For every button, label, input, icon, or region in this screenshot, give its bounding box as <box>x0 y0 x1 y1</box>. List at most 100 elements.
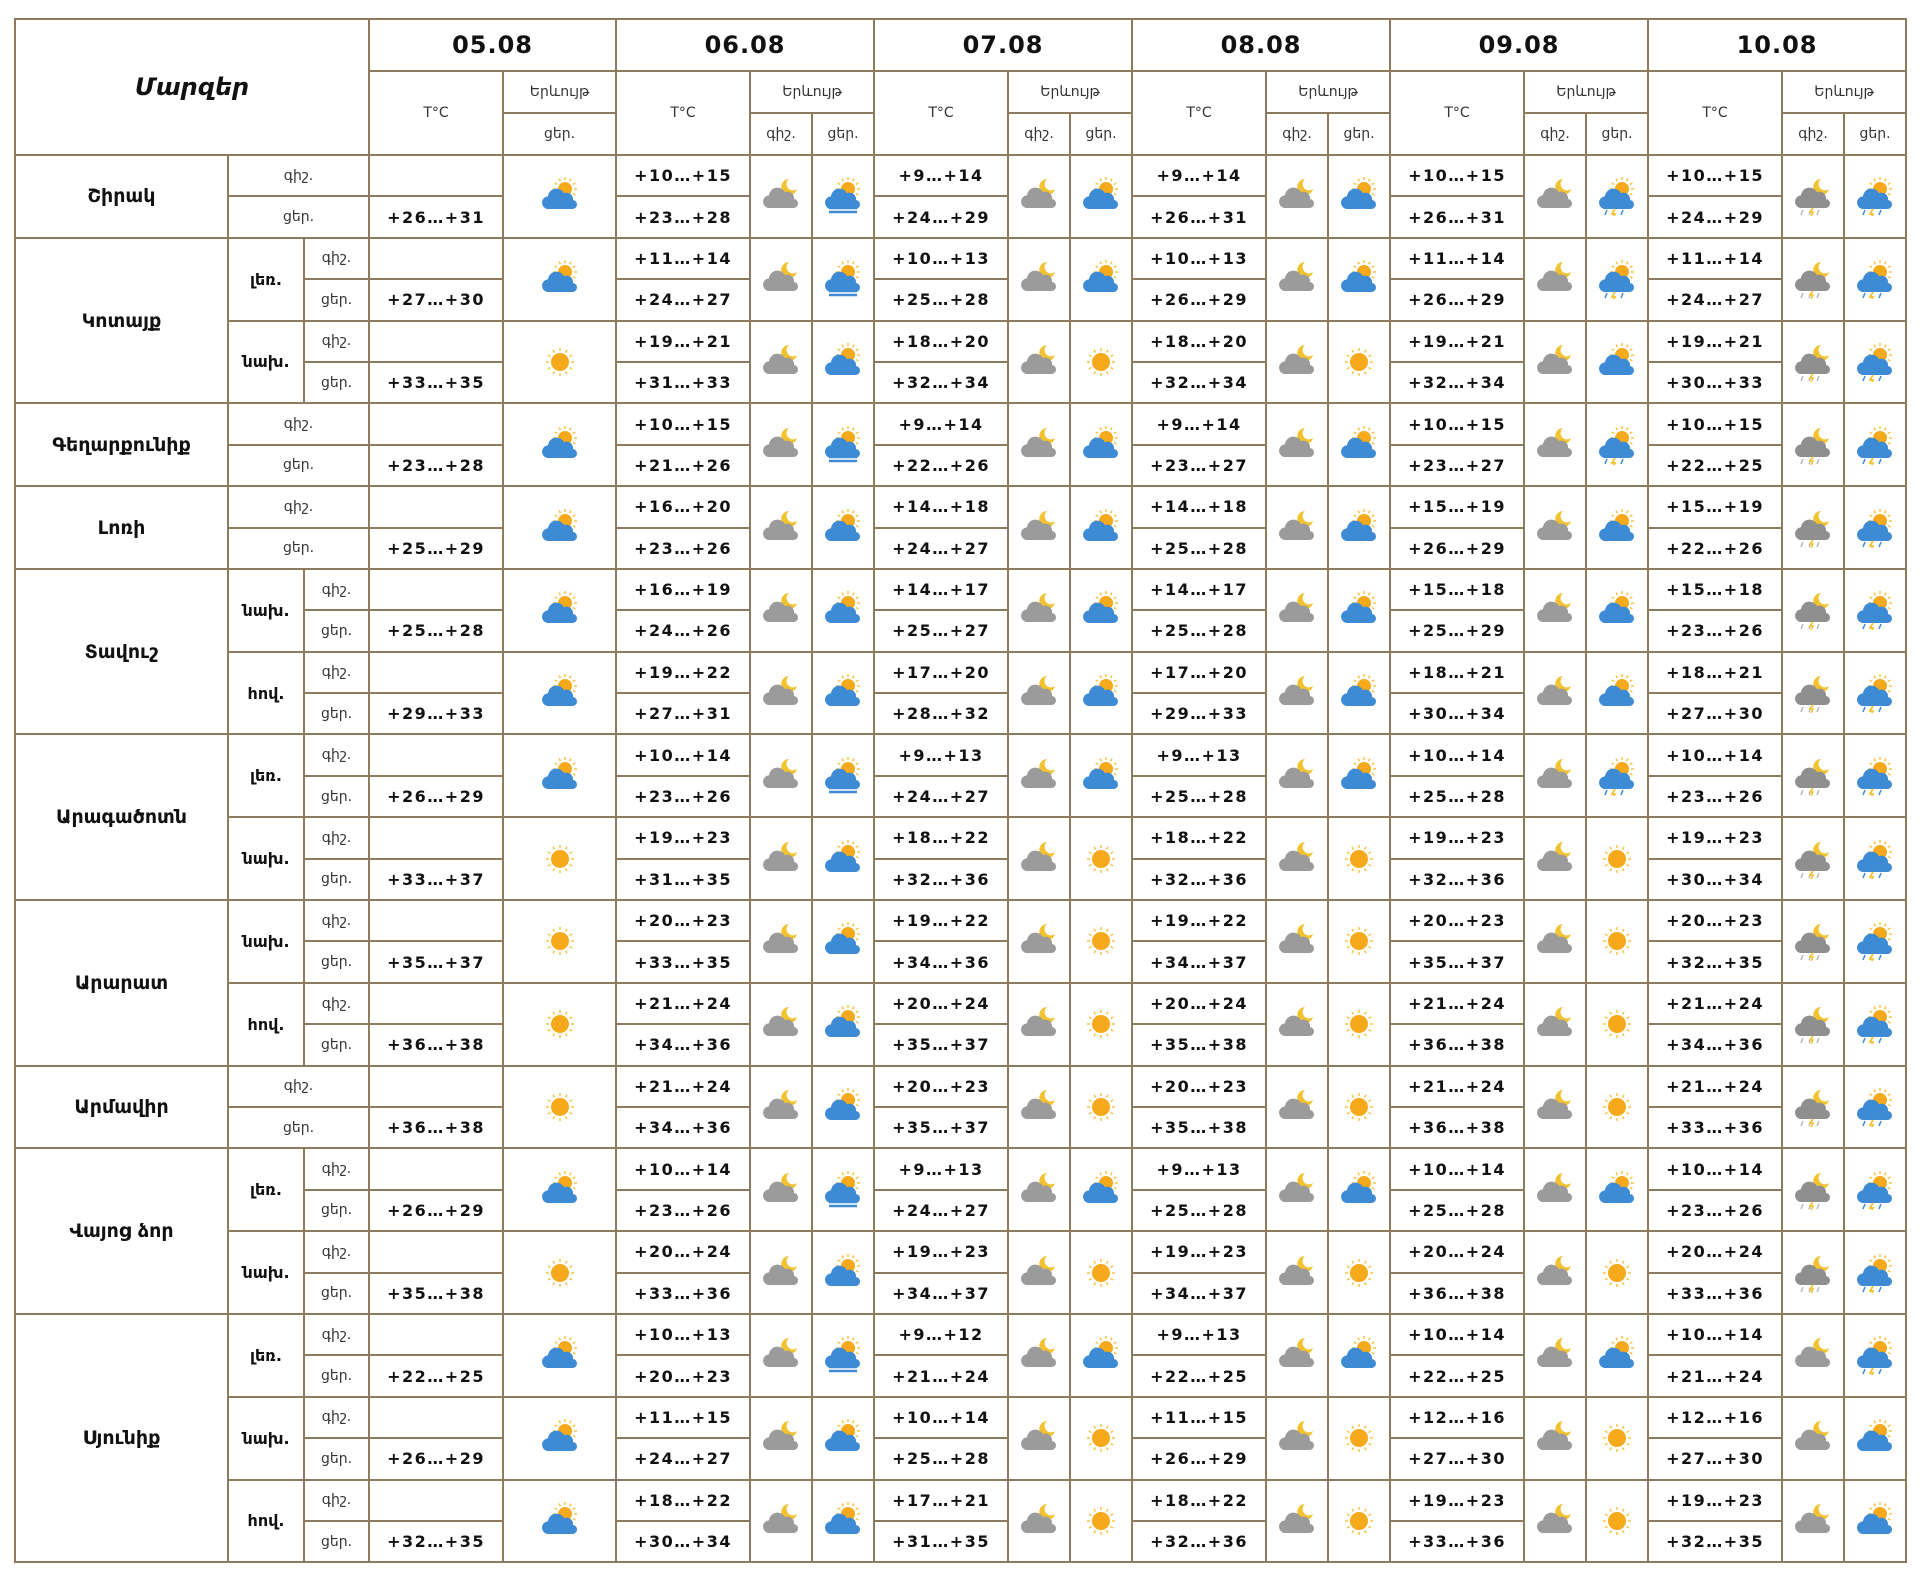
day-row: ցեր. +27…+30 +24…+27 +25…+28 +26…+29 +26…+29 +… <box>15 278 1906 322</box>
temperature: +10…+14 <box>1647 1147 1784 1191</box>
icon-cell <box>749 1147 814 1233</box>
weather-icon <box>1021 1255 1057 1285</box>
temperature: +32…+34 <box>873 360 1010 405</box>
night-row: հով. գիշ. +21…+24 +20…+24 +20…+24 +21…+24 +21…… <box>15 981 1908 1067</box>
day-label: ցեր. <box>302 1354 371 1398</box>
temp-header: T°C <box>615 70 752 156</box>
zone-name: նախ. <box>227 1230 305 1315</box>
icon-cell <box>1069 236 1134 322</box>
temperature: +10…+13 <box>615 1312 752 1357</box>
icon-cell <box>811 1147 876 1233</box>
icon-cell <box>502 733 618 819</box>
icon-cell <box>1781 1147 1846 1233</box>
day-label: ցեր. <box>302 360 371 405</box>
temperature: +25…+28 <box>1389 1188 1526 1233</box>
temperature: +32…+36 <box>873 857 1010 902</box>
weather-icon <box>1795 262 1831 300</box>
icon-cell <box>1007 1312 1072 1398</box>
day-row: ցեր. +33…+37 +31…+35 +32…+36 +32…+36 +32…+36 +… <box>15 857 1906 902</box>
icon-cell <box>1327 816 1392 902</box>
icon-cell <box>1069 567 1134 653</box>
zone-name: նախ. <box>227 1395 305 1481</box>
day-label: ցեր. <box>302 609 371 653</box>
night-header: գիշ. <box>1007 112 1072 156</box>
icon-cell <box>502 402 618 488</box>
temperature: +23…+26 <box>615 774 752 819</box>
weather-icon <box>825 508 861 541</box>
weather-icon <box>1603 1506 1632 1535</box>
icon-cell <box>1585 1478 1650 1564</box>
icon-cell <box>749 1478 814 1564</box>
icon-cell <box>1781 319 1846 405</box>
icon-cell <box>1327 899 1392 984</box>
weather-icon <box>763 427 799 457</box>
icon-cell <box>1781 899 1846 984</box>
weather-icon <box>1279 1421 1315 1451</box>
icon-cell <box>1327 154 1392 239</box>
icon-cell <box>1327 1312 1392 1398</box>
icon-cell <box>1069 485 1134 570</box>
zone-name: նախ. <box>227 319 305 405</box>
temperature: +9…+13 <box>1131 1312 1268 1357</box>
icon-cell <box>1007 981 1072 1067</box>
temperature: +36…+38 <box>1389 1271 1526 1315</box>
temperature: +9…+14 <box>873 402 1010 446</box>
icon-cell <box>502 319 618 405</box>
weather-icon <box>763 1255 799 1285</box>
weather-icon <box>541 425 577 458</box>
night-header: գիշ. <box>749 112 814 156</box>
night-label: գիշ. <box>302 567 371 612</box>
weather-table: Մարզեր 05.08 06.08 07.08 08.08 09.08 10.08 T°C Ե… <box>13 18 1908 1564</box>
date: 09.08 <box>1389 18 1650 72</box>
icon-cell <box>502 154 618 239</box>
temperature: +19…+21 <box>1647 319 1784 363</box>
weather-icon <box>1795 1172 1831 1210</box>
icon-cell <box>749 1312 814 1398</box>
night-label: գիշ. <box>302 1312 371 1357</box>
night-row: հով. գիշ. +18…+22 +17…+21 +18…+22 +19…+23 +19…… <box>15 1478 1908 1564</box>
day-label: ցեր. <box>302 278 371 322</box>
temperature: +9…+12 <box>873 1312 1010 1357</box>
icon-cell <box>1585 485 1650 570</box>
temperature: +20…+23 <box>873 1064 1010 1108</box>
region-name: Կոտայք <box>14 236 229 405</box>
icon-cell <box>1007 1395 1072 1481</box>
weather-icon <box>541 177 577 210</box>
icon-cell <box>1781 650 1846 736</box>
empty-cell <box>368 1395 505 1440</box>
weather-icon <box>1341 260 1377 293</box>
night-label: գիշ. <box>226 485 371 529</box>
temperature: +36…+38 <box>368 1023 505 1067</box>
temperature: +25…+28 <box>368 609 505 653</box>
temperature: +22…+25 <box>1647 443 1784 488</box>
night-row: Լոռի գիշ. +16…+20 +14…+18 +14…+18 +15…+19 +15…… <box>14 485 1908 570</box>
day-row: ցեր. +35…+38 +33…+36 +34…+37 +34…+37 +36…+38 +… <box>15 1271 1906 1315</box>
icon-cell <box>1007 733 1072 819</box>
weather-icon <box>1021 676 1057 706</box>
icon-cell <box>502 1230 618 1315</box>
night-row: նախ. գիշ. +11…+15 +10…+14 +11…+15 +12…+16 +12…… <box>15 1395 1908 1481</box>
icon-cell <box>1007 1478 1072 1564</box>
temperature: +9…+13 <box>873 733 1010 777</box>
day-label: ցեր. <box>226 195 371 239</box>
weather-icon <box>541 1419 577 1452</box>
weather-icon <box>1857 922 1893 962</box>
temp-header: T°C <box>368 70 505 156</box>
icon-cell <box>1843 236 1908 322</box>
weather-icon <box>1795 841 1831 879</box>
weather-icon <box>1341 508 1377 541</box>
weather-icon <box>1537 758 1573 788</box>
weather-icon <box>1279 1172 1315 1202</box>
temperature: +9…+14 <box>1131 153 1268 198</box>
weather-icon <box>825 1253 861 1286</box>
weather-icon <box>1537 1255 1573 1285</box>
temperature: +25…+29 <box>368 526 505 570</box>
icon-cell <box>1327 567 1392 653</box>
temperature: +9…+13 <box>1131 1147 1268 1191</box>
temperature: +17…+20 <box>873 650 1010 695</box>
weather-icon <box>1537 1421 1573 1451</box>
day-row: ցեր. +29…+33 +27…+31 +28…+32 +29…+33 +30…+34 +… <box>15 692 1906 736</box>
temperature: +20…+24 <box>1389 1230 1526 1274</box>
day-row: ցեր. +23…+28 +21…+26 +22…+26 +23…+27 +23…+27 +… <box>15 443 1906 488</box>
temperature: +21…+24 <box>615 1064 752 1108</box>
